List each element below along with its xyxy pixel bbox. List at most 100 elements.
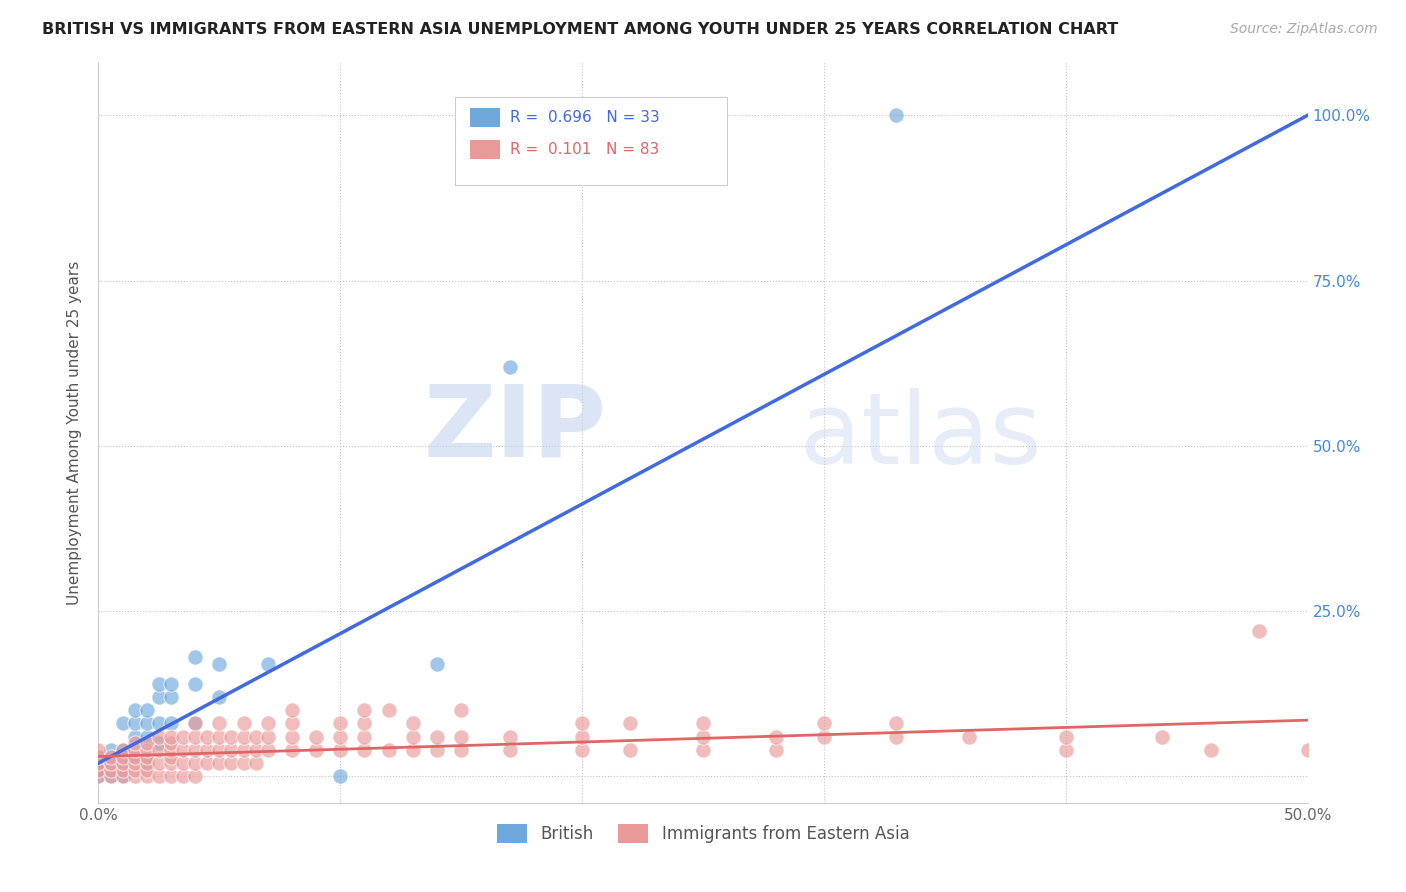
Point [245,743,267,757]
Point [87,749,110,764]
Point [450,743,472,757]
Point [256,716,278,731]
Point [245,730,267,744]
Point [571,743,593,757]
Point [886,716,908,731]
Point [1199,743,1222,757]
Point [692,716,714,731]
Point [184,716,207,731]
Point [160,743,183,757]
Text: BRITISH VS IMMIGRANTS FROM EASTERN ASIA UNEMPLOYMENT AMONG YOUTH UNDER 25 YEARS : BRITISH VS IMMIGRANTS FROM EASTERN ASIA … [42,22,1118,37]
Point [886,108,908,122]
Point [111,769,134,783]
Point [377,743,399,757]
Point [100,749,122,764]
Point [111,743,134,757]
Point [208,657,231,671]
Point [426,657,449,671]
Point [124,743,146,757]
Point [160,769,183,783]
Point [305,743,328,757]
Point [256,730,278,744]
Point [160,690,183,704]
Point [87,743,110,757]
Point [184,743,207,757]
Point [124,716,146,731]
Point [195,756,218,771]
Point [135,703,157,717]
Point [160,736,183,750]
Point [813,716,835,731]
Point [87,763,110,777]
Point [87,769,110,783]
Point [124,749,146,764]
Point [184,769,207,783]
Point [498,359,520,374]
Point [111,756,134,771]
Point [692,108,714,122]
Point [135,730,157,744]
Point [256,743,278,757]
Point [184,756,207,771]
Point [135,716,157,731]
Point [100,756,122,771]
Point [886,730,908,744]
Point [957,730,980,744]
Point [148,677,170,691]
Point [100,769,122,783]
Point [377,703,399,717]
Point [135,736,157,750]
Point [87,769,110,783]
Point [692,730,714,744]
Point [245,756,267,771]
Point [450,730,472,744]
Point [111,756,134,771]
FancyBboxPatch shape [456,97,727,185]
Point [208,690,231,704]
Point [148,756,170,771]
Point [1152,730,1174,744]
Point [765,730,787,744]
Point [256,657,278,671]
Text: atlas: atlas [800,388,1042,485]
Point [208,756,231,771]
Point [172,769,194,783]
Point [100,756,122,771]
Point [184,730,207,744]
Point [329,730,352,744]
Point [124,763,146,777]
Point [692,743,714,757]
Point [1054,730,1077,744]
Bar [470,108,501,127]
Point [148,743,170,757]
Point [87,756,110,771]
Point [148,690,170,704]
Point [160,756,183,771]
Point [232,743,254,757]
Point [160,716,183,731]
Point [124,756,146,771]
Point [160,749,183,764]
Point [208,730,231,744]
Point [221,756,243,771]
Point [124,730,146,744]
Point [281,703,304,717]
Point [135,763,157,777]
Text: ZIP: ZIP [423,380,606,477]
Point [100,743,122,757]
Point [1249,624,1271,638]
Point [87,749,110,764]
Point [135,743,157,757]
Point [402,743,425,757]
Point [111,749,134,764]
Text: R =  0.101   N = 83: R = 0.101 N = 83 [509,142,659,157]
Point [208,743,231,757]
Point [813,730,835,744]
Point [160,677,183,691]
Point [329,716,352,731]
Point [87,756,110,771]
Point [148,736,170,750]
Point [305,730,328,744]
Point [208,716,231,731]
Point [184,677,207,691]
